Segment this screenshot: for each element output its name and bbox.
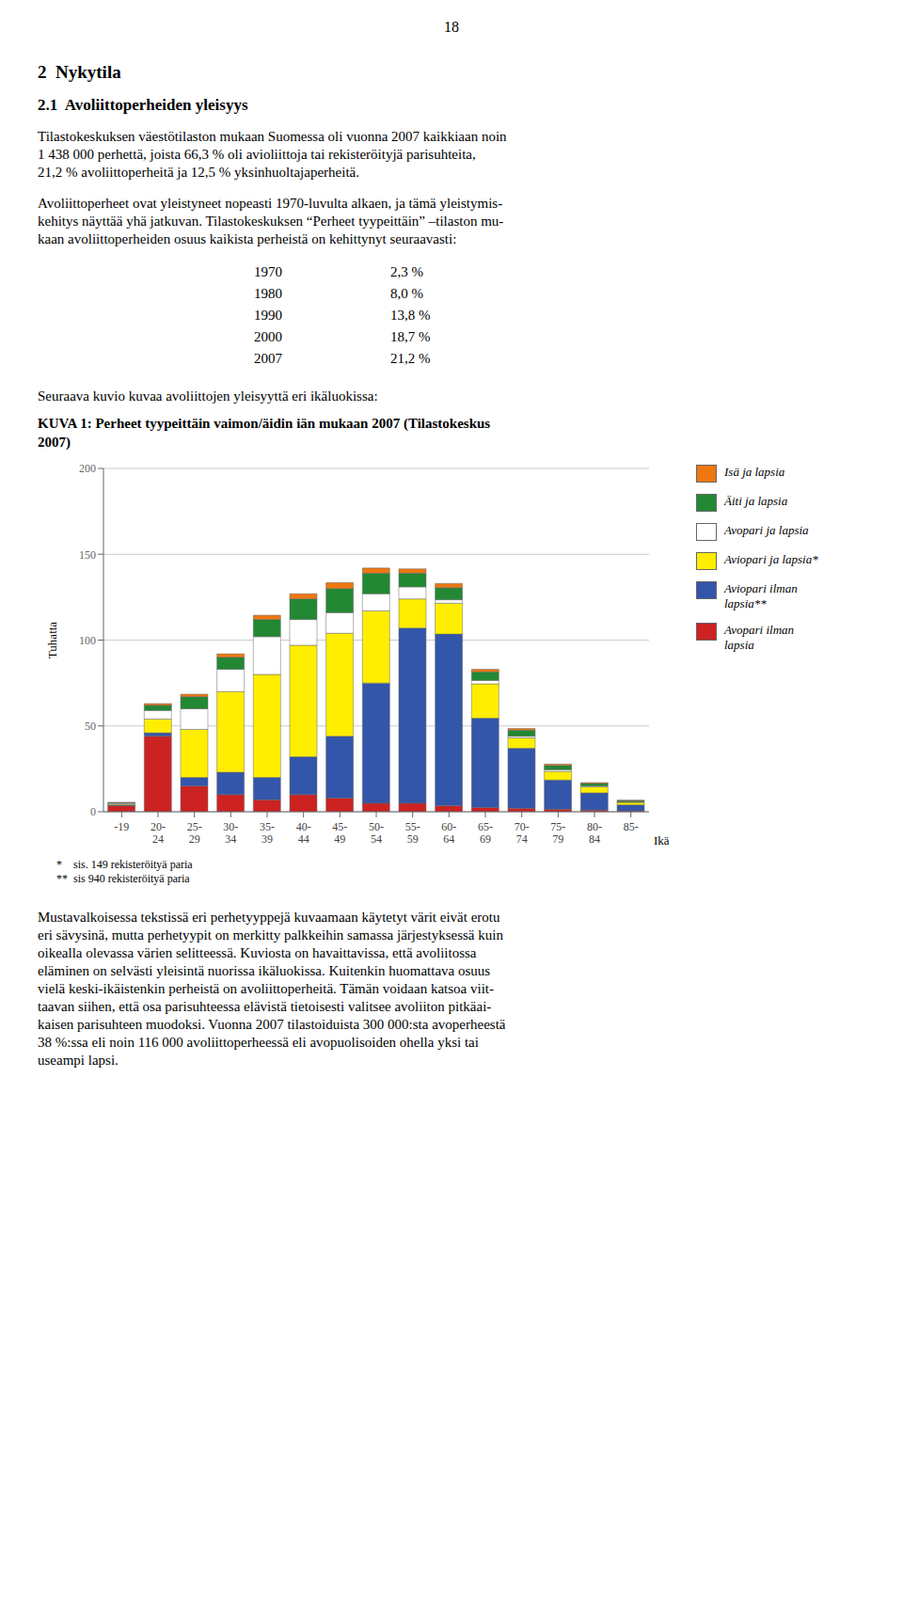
- html-text:vielä keski-ikäistenkin perhei: vielä keski-ikäistenkin perheistä on avo…: [37, 981, 494, 997]
- html-text:21,2 % avoliittoperheitä ja 12: 21,2 % avoliittoperheitä ja 12,5 % yksin…: [37, 164, 360, 180]
- svg-text:50: 50: [84, 719, 96, 733]
- html-text:useampi lapsi.: useampi lapsi.: [37, 1052, 119, 1068]
- html-text:Aviopari ja lapsia*: Aviopari ja lapsia*: [724, 552, 819, 567]
- html-text:2000: 2000: [253, 329, 283, 345]
- svg-text:0: 0: [90, 805, 96, 819]
- html-text:Mustavalkoisessa tekstissä eri: Mustavalkoisessa tekstissä eri perhetyyp…: [37, 909, 500, 925]
- svg-text:Ikä: Ikä: [653, 833, 670, 848]
- html-text:8,0 %: 8,0 %: [390, 285, 424, 301]
- html-text:1980: 1980: [253, 285, 283, 301]
- html-text:kaan avoliittoperheiden osuus: kaan avoliittoperheiden osuus kaikista p…: [37, 231, 457, 247]
- html-text:2.1 Avoliittoperheiden yleisyy: 2.1 Avoliittoperheiden yleisyys: [37, 95, 248, 114]
- html-text:1 438 000 perhettä, joista 66,: 1 438 000 perhettä, joista 66,3 % oli av…: [37, 146, 476, 162]
- html-text:2,3 %: 2,3 %: [390, 264, 424, 280]
- html-text:Avopari ilman lapsia: Avopari ilman lapsia: [724, 622, 794, 652]
- svg-text:40-44: 40-44: [296, 820, 312, 846]
- html-text:Isä ja lapsia: Isä ja lapsia: [724, 464, 785, 479]
- html-text:Äiti ja lapsia: Äiti ja lapsia: [724, 493, 788, 508]
- svg-text:45-49: 45-49: [332, 820, 348, 846]
- html-text:taavan siihen, että osa parisu: taavan siihen, että osa parisuhteessa el…: [37, 998, 492, 1014]
- html-text:1970: 1970: [253, 264, 283, 280]
- svg-text:70-74: 70-74: [514, 820, 530, 846]
- html-text:18: 18: [443, 18, 460, 35]
- html-text:Tilastokeskuksen väestötilasto: Tilastokeskuksen väestötilaston mukaan S…: [37, 128, 507, 144]
- svg-text:55-59: 55-59: [405, 820, 421, 846]
- svg-text:20-24: 20-24: [150, 820, 166, 846]
- svg-text:75-79: 75-79: [550, 820, 566, 846]
- svg-text:-19: -19: [113, 820, 129, 834]
- svg-text:60-64: 60-64: [441, 820, 457, 846]
- html-text:kehitys näyttää yhä jatkuvan.: kehitys näyttää yhä jatkuvan. Tilastokes…: [37, 213, 504, 229]
- svg-text:Tuhatta: Tuhatta: [45, 621, 60, 659]
- svg-text:30-34: 30-34: [222, 820, 238, 846]
- html-text:eri sävysinä, mutta perhetyypi: eri sävysinä, mutta perhetyypit on merki…: [37, 927, 504, 943]
- svg-text:85-: 85-: [623, 820, 639, 834]
- html-text:38 %:ssa eli noin 116 000 avol: 38 %:ssa eli noin 116 000 avoliittoperhe…: [37, 1034, 479, 1050]
- html-text:Avoliittoperheet ovat yleistyn: Avoliittoperheet ovat yleistyneet nopeas…: [37, 195, 503, 211]
- html-text:13,8 %: 13,8 %: [390, 307, 431, 323]
- html-text:eläminen on selvästi yleisintä: eläminen on selvästi yleisintä nuorissa …: [37, 963, 491, 979]
- html-text:* sis. 149 rekisteröityä paria: * sis. 149 rekisteröityä paria: [56, 857, 193, 872]
- html-text:Aviopari ilman lapsia**: Aviopari ilman lapsia**: [724, 581, 798, 611]
- html-text:Seuraava kuvio kuvaa avoliitto: Seuraava kuvio kuvaa avoliittojen yleisy…: [37, 388, 378, 404]
- svg-text:35-39: 35-39: [259, 820, 275, 846]
- svg-text:25-29: 25-29: [187, 820, 203, 846]
- svg-text:200: 200: [79, 461, 96, 476]
- html-text:Avopari ja lapsia: Avopari ja lapsia: [724, 522, 809, 538]
- svg-text:65-69: 65-69: [477, 820, 493, 846]
- html-text:2007: 2007: [253, 350, 283, 366]
- html-text:2 Nykytila: 2 Nykytila: [37, 62, 122, 82]
- html-text:oikealla olevassa värien selit: oikealla olevassa värien selitteessä. Ku…: [37, 945, 477, 961]
- html-text:kaisen parisuhteen muodoksi. V: kaisen parisuhteen muodoksi. Vuonna 2007…: [37, 1016, 506, 1032]
- svg-text:50-54: 50-54: [368, 820, 384, 846]
- html-text:** sis 940 rekisteröityä paria: ** sis 940 rekisteröityä paria: [56, 871, 190, 886]
- html-text:1990: 1990: [253, 307, 283, 323]
- svg-text:80-84: 80-84: [586, 820, 602, 846]
- html-text:21,2 %: 21,2 %: [390, 350, 431, 366]
- svg-text:150: 150: [79, 548, 96, 562]
- html-text:KUVA 1: Perheet tyypeittäin va: KUVA 1: Perheet tyypeittäin vaimon/äidin…: [37, 415, 491, 450]
- html-text:18,7 %: 18,7 %: [390, 329, 431, 345]
- svg-text:100: 100: [79, 633, 96, 648]
